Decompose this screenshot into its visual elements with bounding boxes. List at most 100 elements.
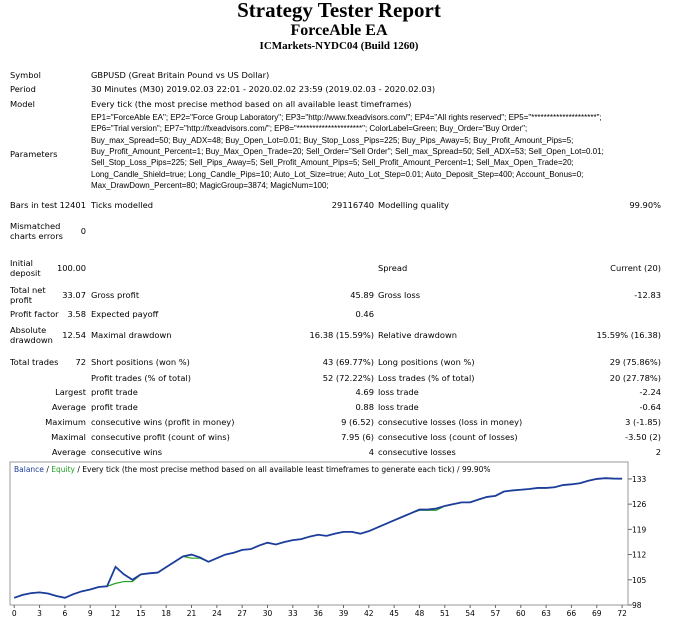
stat-value: 72 <box>75 356 86 367</box>
info-label: Model <box>10 99 35 109</box>
stat-value: 2 <box>655 446 661 457</box>
separator: / <box>457 465 460 474</box>
parameter-line: EP1="ForceAble EA"; EP2="Force Group Lab… <box>91 113 602 122</box>
stat-value: 3.58 <box>67 308 86 319</box>
stat-label: loss trade <box>378 401 419 412</box>
stat-row: Average profit trade 0.88 loss trade -0.64 <box>0 401 678 413</box>
chart-subtitle: Every tick (the most precise method base… <box>82 465 454 474</box>
stat-row: Maximal consecutive profit (count of wins… <box>0 431 678 443</box>
stat-label: Total net profit <box>10 284 46 306</box>
x-tick-label: 48 <box>415 609 425 618</box>
stat-label: profit trade <box>91 401 138 412</box>
stat-value: Average <box>51 401 86 412</box>
stat-value: Average <box>51 446 86 457</box>
stat-value: -3.50 (2) <box>625 431 661 442</box>
stat-value: 16.38 (15.59%) <box>309 329 375 340</box>
stat-label: Modelling quality <box>378 199 450 210</box>
x-tick-label: 39 <box>339 609 349 618</box>
stat-label: consecutive loss (count of losses) <box>378 431 518 442</box>
stat-label: Absolute drawdown <box>10 324 53 346</box>
stat-value: -12.83 <box>634 289 661 300</box>
stat-label: consecutive profit (count of wins) <box>91 431 230 442</box>
x-tick-label: 36 <box>313 609 323 618</box>
series-line <box>13 477 623 599</box>
x-tick-label: 12 <box>111 609 121 618</box>
x-tick-label: 66 <box>567 609 577 618</box>
x-tick-label: 45 <box>389 609 399 618</box>
parameter-line: EP6="Trial version"; EP7="http://fxeadvi… <box>91 124 528 134</box>
stat-label: profit trade <box>91 386 138 397</box>
stat-value: 9 (6.52) <box>341 416 374 427</box>
stat-label: consecutive losses <box>378 446 456 457</box>
stat-label: Loss trades (% of total) <box>378 372 475 383</box>
stat-label: loss trade <box>378 386 419 397</box>
separator: / <box>77 465 80 474</box>
info-label: Symbol <box>10 70 41 80</box>
stat-label: Total trades <box>10 356 59 367</box>
stat-label: Initial deposit <box>10 257 41 279</box>
parameter-line: Buy_max_Spread=50; Buy_ADX=48; Buy_Open_… <box>91 135 574 145</box>
ea-name: ForceAble EA <box>290 22 388 39</box>
stat-value: 0 <box>80 225 86 236</box>
plot-frame <box>9 461 629 606</box>
stat-value: -0.64 <box>639 401 661 412</box>
stat-value: 15.59% (16.38) <box>596 329 662 340</box>
info-value: Every tick (the most precise method base… <box>91 99 412 109</box>
stat-value: 12.54 <box>62 329 86 340</box>
stat-value: 4.69 <box>355 386 374 397</box>
stat-label: Short positions (won %) <box>91 356 190 367</box>
parameters-label: Parameters <box>10 149 58 159</box>
stat-label: Profit factor <box>10 308 59 319</box>
x-tick-label: 72 <box>617 609 627 618</box>
parameter-line: Long_Candle_Shield=true; Long_Candle_Pip… <box>91 169 584 179</box>
stat-label: consecutive losses (loss in money) <box>378 416 523 427</box>
x-tick-label: 60 <box>516 609 526 618</box>
x-tick-label: 63 <box>541 609 551 618</box>
stat-value: 7.95 (6) <box>341 431 374 442</box>
info-value: GBPUSD (Great Britain Pound vs US Dollar… <box>91 70 270 80</box>
info-value: 30 Minutes (M30) 2019.02.03 22:01 - 2020… <box>91 84 436 94</box>
x-tick-label: 18 <box>161 609 171 618</box>
legend-entry: Balance <box>14 465 44 474</box>
legend-entry: Equity <box>51 465 75 474</box>
y-tick-label: 105 <box>632 576 647 585</box>
parameter-line: Max_DrawDown_Percent=80; MagicGroup=3874… <box>91 180 329 190</box>
x-tick-label: 21 <box>187 609 197 618</box>
y-tick-label: 119 <box>632 525 647 534</box>
y-tick-label: 126 <box>632 500 647 509</box>
stat-value: Maximum <box>45 416 86 427</box>
stat-value: 0.88 <box>355 401 374 412</box>
stat-value: 3 (-1.85) <box>625 416 661 427</box>
report-title: Strategy Tester Report <box>237 0 441 22</box>
y-tick-label: 98 <box>632 601 642 610</box>
x-tick-label: 33 <box>288 609 298 618</box>
stat-value: 0.46 <box>355 308 374 319</box>
stat-value: 29116740 <box>331 199 374 210</box>
stat-label: Gross loss <box>378 289 421 300</box>
x-tick-label: 57 <box>491 609 501 618</box>
series-line <box>14 477 623 599</box>
x-tick-label: 42 <box>364 609 374 618</box>
x-tick-label: 54 <box>465 609 475 618</box>
stat-row: Initial deposit 100.00 Spread Current (20) <box>0 257 678 279</box>
stat-row: Mismatched charts errors 0 <box>0 213 678 249</box>
stat-value: 45.89 <box>350 289 374 300</box>
x-tick-label: 30 <box>263 609 273 618</box>
stat-label: consecutive wins <box>91 446 163 457</box>
x-tick-label: 9 <box>88 609 93 618</box>
stat-value: 12401 <box>59 199 86 210</box>
stat-label: consecutive wins (profit in money) <box>91 416 235 427</box>
stat-label: Gross profit <box>91 289 140 300</box>
x-tick-label: 27 <box>237 609 247 618</box>
server: ICMarkets-NYDC04 (Build 1260) <box>259 40 419 52</box>
stat-label: Spread <box>378 262 408 273</box>
stat-row: Average consecutive wins 4 consecutive loss… <box>0 446 678 458</box>
stat-row: Profit trades (% of total) 52 (72.22%) Los… <box>0 372 678 384</box>
separator: / <box>46 465 49 474</box>
x-tick-label: 24 <box>212 609 222 618</box>
stat-label: Expected payoff <box>91 308 159 319</box>
stat-row: Total trades 72 Short positions (won %) 43 … <box>0 356 678 368</box>
stat-value: Maximal <box>51 431 86 442</box>
stat-row: Largest profit trade 4.69 loss trade -2.24 <box>0 386 678 398</box>
